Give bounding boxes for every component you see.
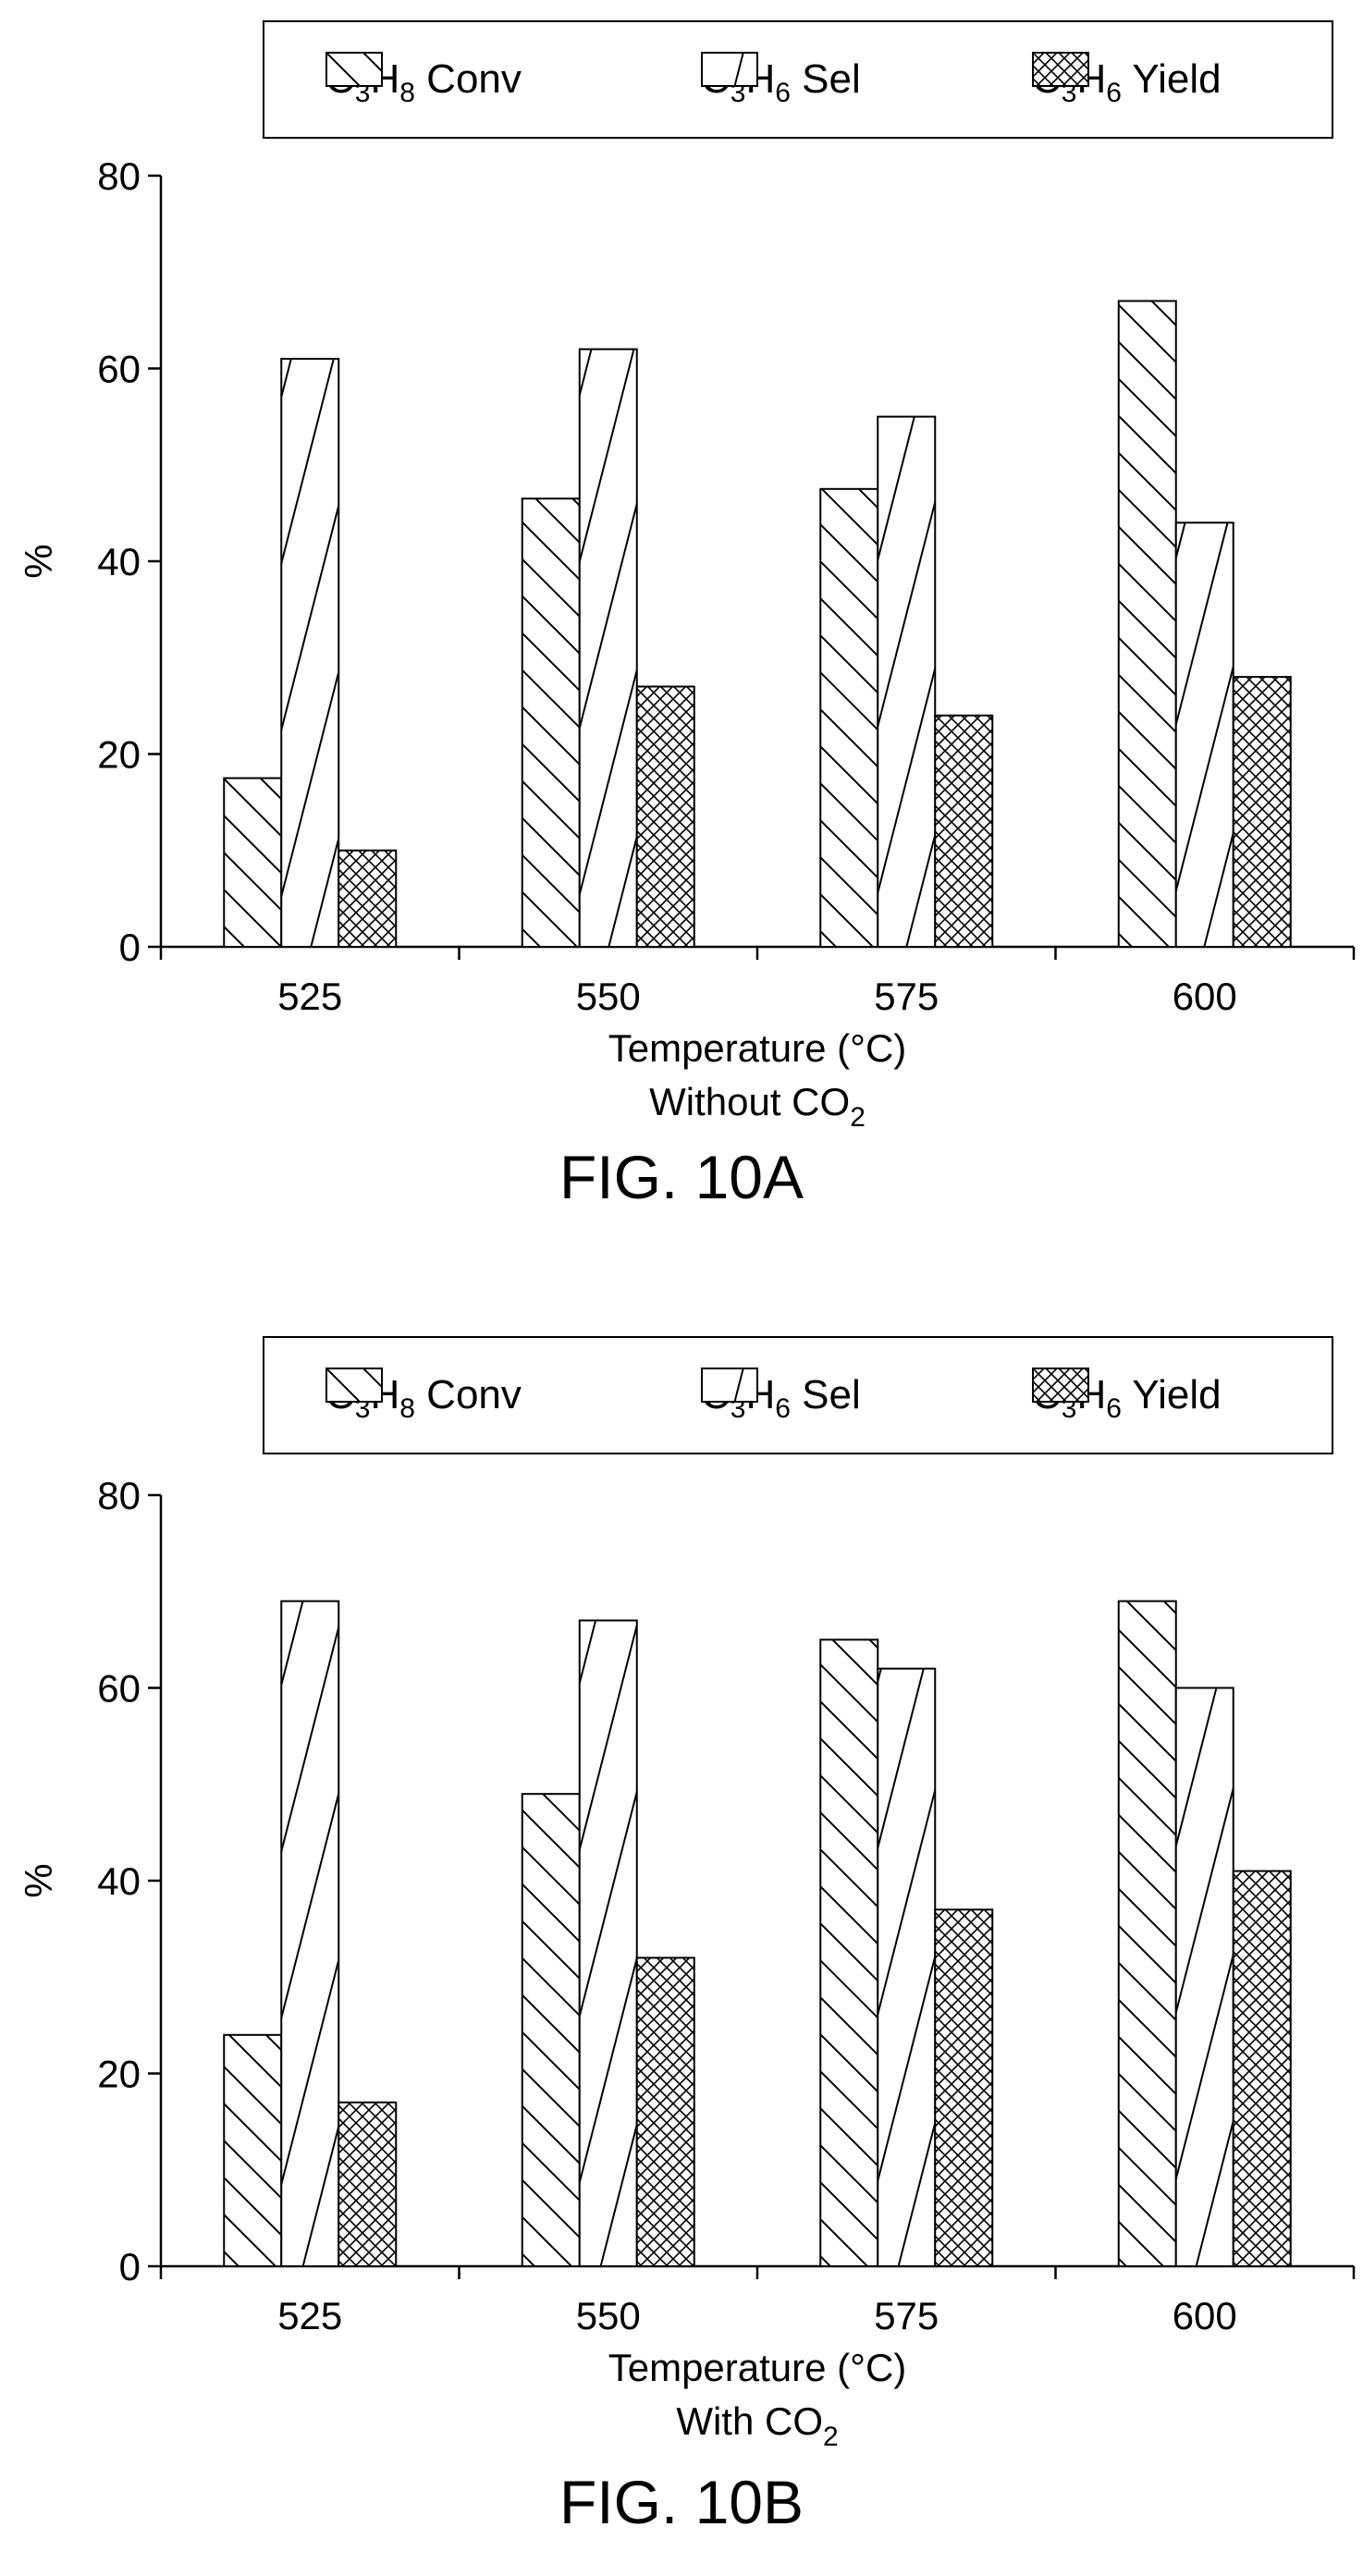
y-tick-label: 20 [97, 733, 141, 777]
chart-legend: C3H8 Conv C3H6 Sel C3H6 Yield [263, 1336, 1333, 1454]
legend-entry-c3h6-sel: C3H6 Sel [701, 1368, 861, 1423]
bar-crosshatch-525 [338, 2101, 398, 2268]
y-tick-label: 20 [97, 2053, 141, 2096]
bar-crosshatch-600 [1232, 1870, 1292, 2267]
y-tick-label: 60 [97, 1667, 141, 1711]
bar-back-diagonal-550 [521, 1793, 581, 2267]
bar-crosshatch-525 [338, 849, 398, 948]
bar-crosshatch-575 [934, 1908, 994, 2268]
bar-crosshatch-575 [934, 714, 994, 948]
bar-forward-diagonal-575 [877, 1667, 937, 2267]
figure-10a: C3H8 Conv C3H6 Sel C3H6 Yield 0 20 40 60 80%… [17, 20, 1356, 1211]
x-tick-label: 575 [874, 2294, 939, 2337]
x-axis-label: Temperature (°C) [608, 1026, 907, 1070]
bar-crosshatch-550 [635, 1957, 695, 2268]
condition-label: With CO2 [676, 2399, 838, 2452]
y-tick-label: 0 [119, 2245, 141, 2288]
bar-forward-diagonal-600 [1174, 1687, 1234, 2267]
x-tick-label: 550 [576, 2294, 641, 2337]
y-axis-label: % [17, 1863, 60, 1897]
figure-label: FIG. 10A [559, 1143, 804, 1211]
x-tick-label: 600 [1173, 975, 1237, 1018]
x-tick-label: 600 [1173, 2294, 1237, 2337]
legend-entry-c3h6-yield: C3H6 Yield [1032, 1368, 1222, 1423]
x-tick-label: 525 [277, 2294, 342, 2337]
y-tick-label: 0 [119, 926, 141, 969]
bar-back-diagonal-600 [1117, 1600, 1177, 2267]
bar-forward-diagonal-525 [280, 1600, 340, 2267]
bar-back-diagonal-600 [1117, 300, 1177, 948]
bar-forward-diagonal-550 [578, 348, 638, 948]
legend-entry-c3h6-sel: C3H6 Sel [701, 52, 861, 107]
chart-legend: C3H8 Conv C3H6 Sel C3H6 Yield [263, 20, 1333, 139]
bar-chart-plot: 0 20 40 60 80% 525 550 575 600 Temperature (°C) Wi… [17, 1474, 1356, 2452]
y-tick-label: 60 [97, 348, 141, 391]
bar-chart-plot: 0 20 40 60 80% 525 550 575 600 Temperature (°C) Wi… [17, 154, 1356, 1133]
legend-entry-c3h6-yield: C3H6 Yield [1032, 52, 1222, 107]
bar-forward-diagonal-550 [578, 1619, 638, 2267]
condition-label: Without CO2 [649, 1080, 866, 1133]
bar-forward-diagonal-575 [877, 415, 937, 948]
legend-swatch-forward-diagonal [701, 52, 758, 87]
bar-back-diagonal-525 [223, 777, 283, 948]
y-tick-label: 80 [97, 154, 141, 198]
x-axis-label: Temperature (°C) [608, 2346, 907, 2389]
legend-swatch-back-diagonal [325, 52, 383, 87]
bar-back-diagonal-575 [819, 487, 879, 948]
y-axis-label: % [17, 544, 60, 578]
bar-back-diagonal-525 [223, 2033, 283, 2267]
x-tick-label: 525 [277, 975, 342, 1018]
figure-label: FIG. 10B [559, 2468, 804, 2536]
bar-back-diagonal-550 [521, 497, 581, 948]
x-tick-label: 575 [874, 975, 939, 1018]
legend-swatch-crosshatch [1032, 52, 1089, 87]
bar-crosshatch-550 [635, 685, 695, 949]
legend-entry-c3h8-conv: C3H8 Conv [325, 1368, 522, 1423]
x-tick-label: 550 [576, 975, 641, 1018]
legend-swatch-crosshatch [1032, 1368, 1089, 1403]
bar-back-diagonal-575 [819, 1638, 879, 2267]
figure-10b: C3H8 Conv C3H6 Sel C3H6 Yield 0 20 40 60 80%… [0, 1288, 1363, 2576]
bar-crosshatch-600 [1232, 676, 1292, 948]
legend-swatch-forward-diagonal [701, 1368, 758, 1403]
legend-swatch-back-diagonal [325, 1368, 383, 1403]
bar-forward-diagonal-525 [280, 358, 340, 948]
y-tick-label: 40 [97, 1859, 141, 1903]
legend-entry-c3h8-conv: C3H8 Conv [325, 52, 522, 107]
bar-forward-diagonal-600 [1174, 521, 1234, 948]
y-tick-label: 40 [97, 540, 141, 583]
y-tick-label: 80 [97, 1474, 141, 1517]
